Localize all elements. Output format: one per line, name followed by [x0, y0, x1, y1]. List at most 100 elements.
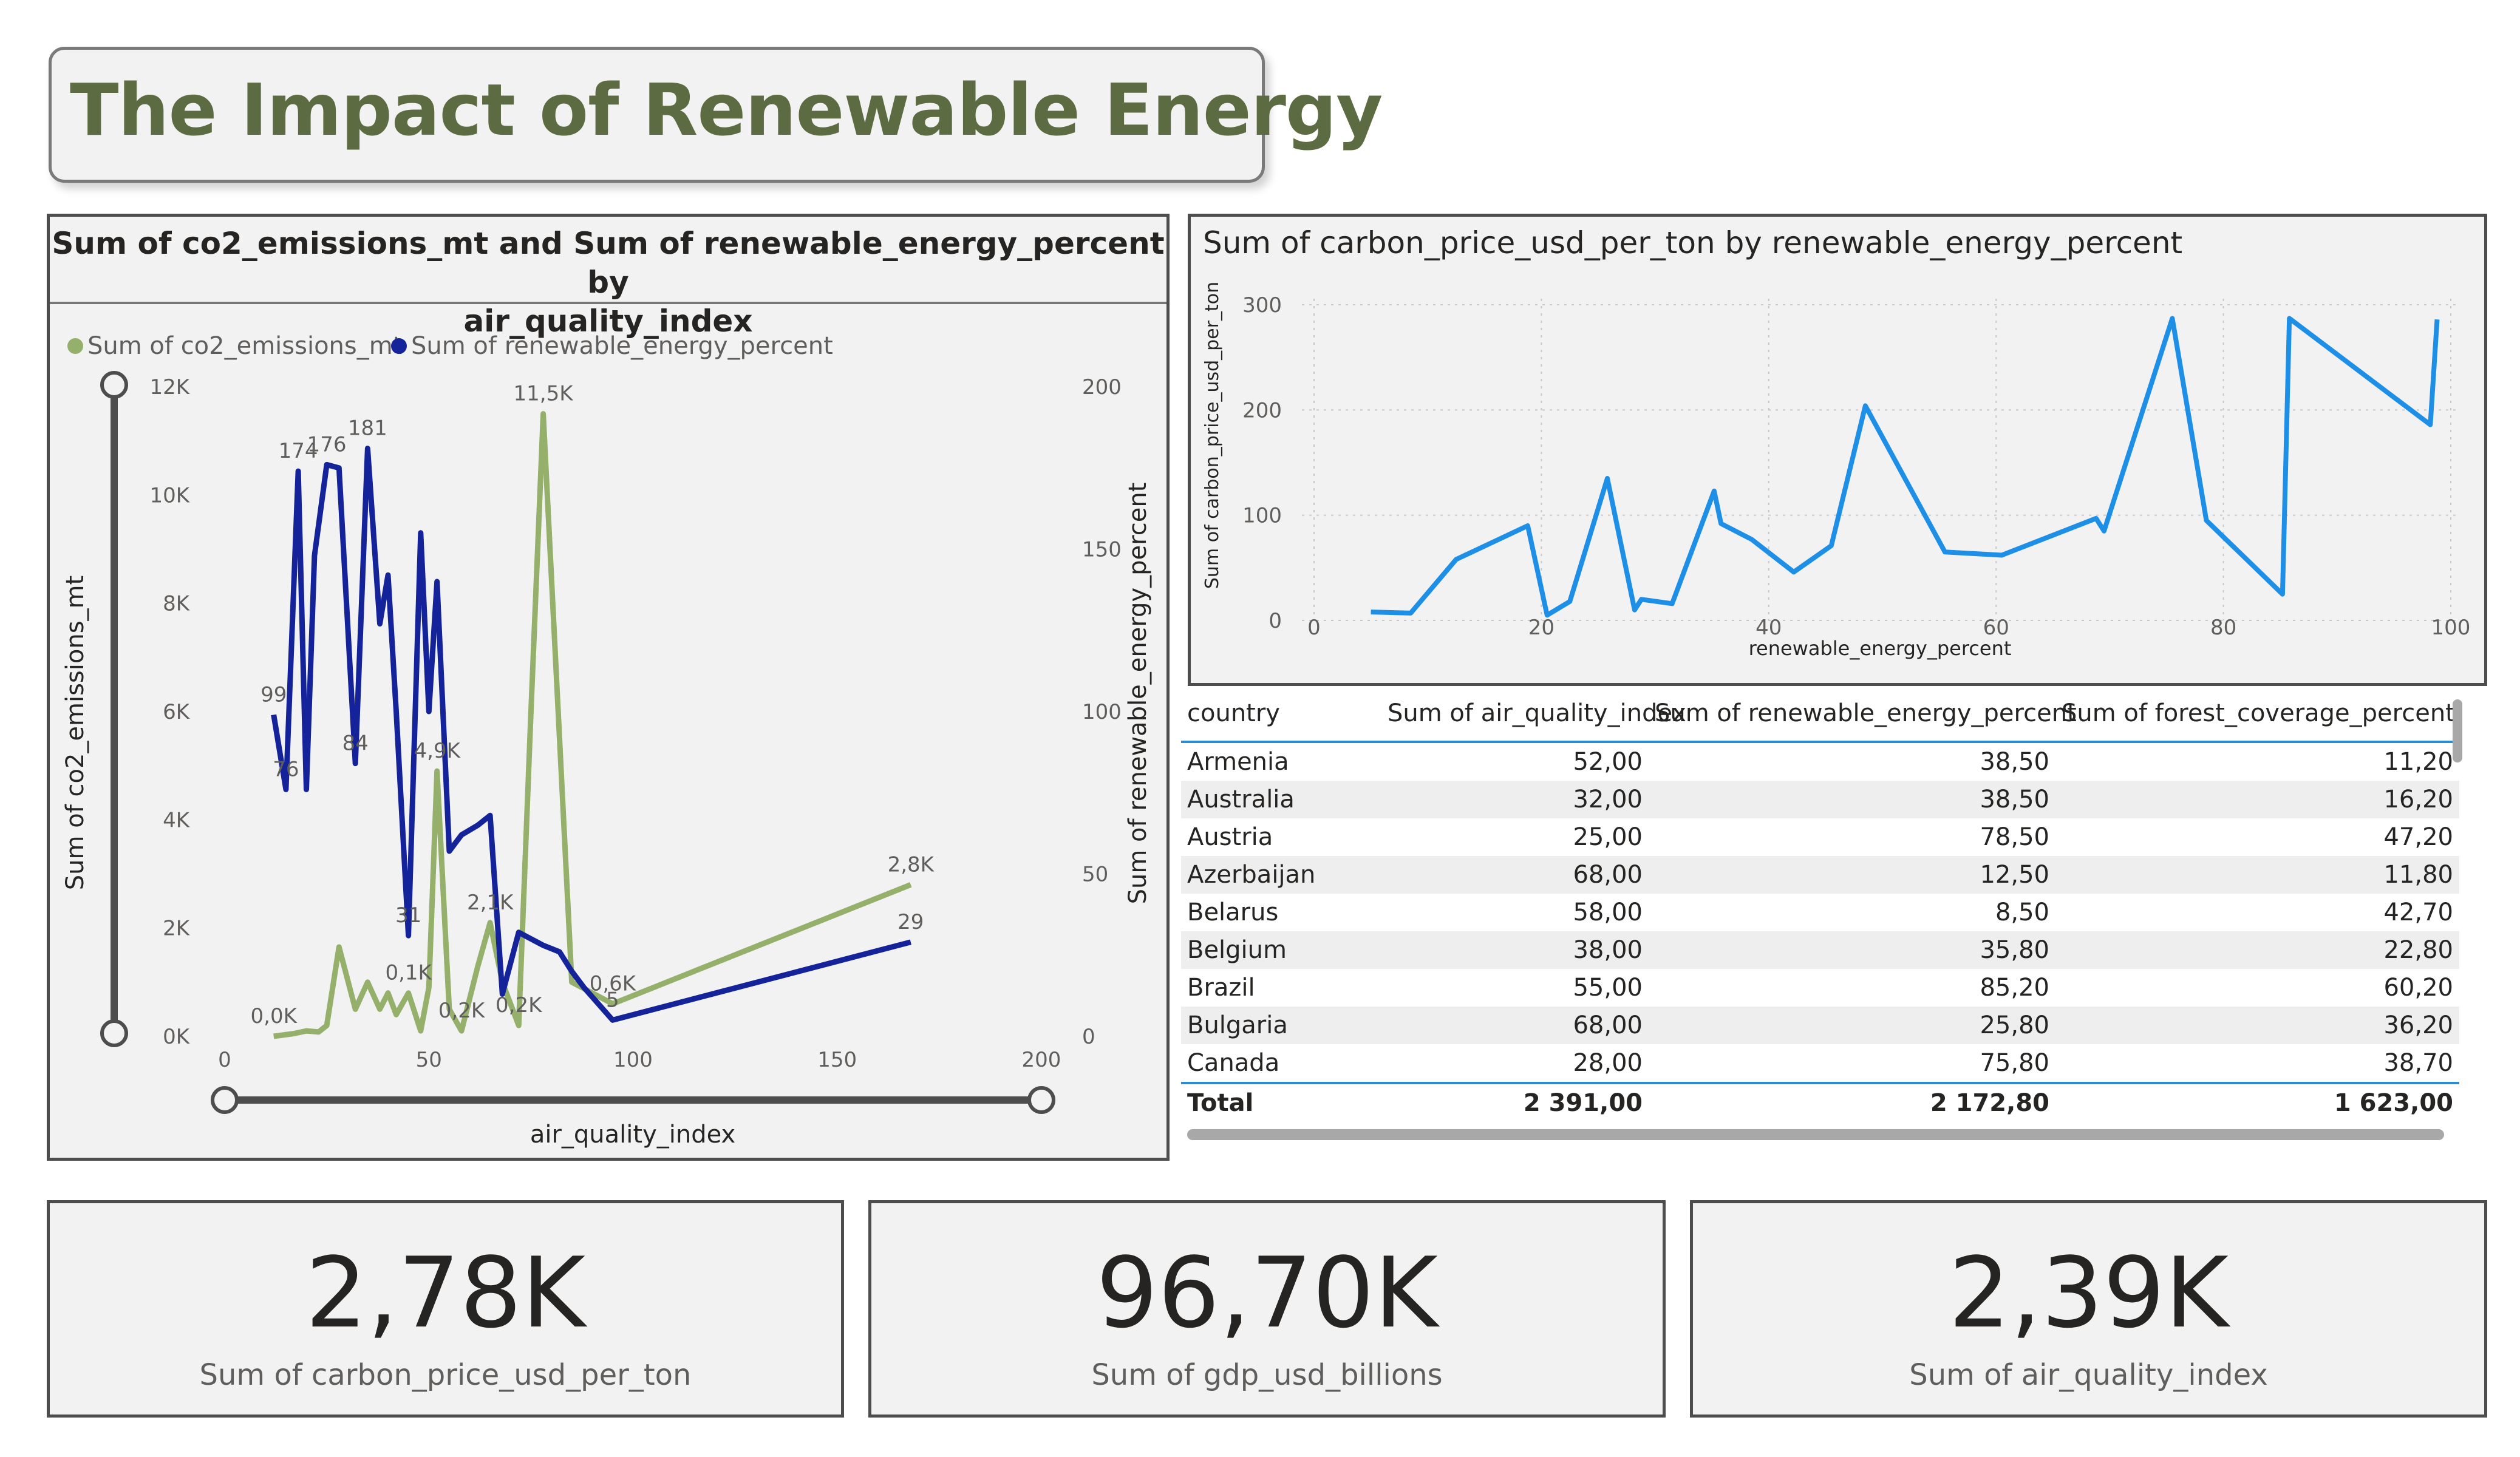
- cell-forest: 38,70: [2383, 1049, 2453, 1077]
- cell-forest: 47,20: [2383, 823, 2453, 851]
- combo-x-label: air_quality_index: [530, 1121, 735, 1149]
- combo-x-axis: 0 50 100 150 200: [218, 1048, 1061, 1072]
- cell-air-quality: 58,00: [1573, 898, 1643, 926]
- y-zoom-slider-bottom-handle[interactable]: [100, 1019, 128, 1047]
- combo-y-right-tick: 50: [1082, 863, 1108, 887]
- cell-renewable: 38,50: [1649, 781, 2055, 818]
- line-chart-svg: 0 100 200 300 0 20 40 60 80 100 Sum of carbon_pr…: [1202, 282, 2471, 660]
- cell-forest: 42,70: [2383, 898, 2453, 926]
- carbon-price-line-chart-card[interactable]: Sum of carbon_price_usd_per_ton by renew…: [1188, 214, 2487, 686]
- combo-data-label: 0,6K: [590, 972, 637, 996]
- column-header-country[interactable]: country: [1187, 699, 1280, 727]
- combo-data-label: 0,2K: [438, 999, 486, 1023]
- table-row[interactable]: Belgium 38,00 35,80 22,80: [1181, 931, 2459, 969]
- combo-x-tick: 200: [1022, 1048, 1061, 1072]
- table-row[interactable]: Austria 25,00 78,50 47,20: [1181, 818, 2459, 856]
- cell-renewable: 75,80: [1980, 1049, 2049, 1077]
- line-series-carbon-price[interactable]: [1371, 316, 2440, 618]
- line-chart-x-label: renewable_energy_percent: [1749, 637, 2012, 660]
- combo-data-label: 84: [342, 732, 369, 756]
- cell-renewable: 35,80: [1649, 931, 2055, 969]
- kpi-card-carbon-price[interactable]: 2,78K Sum of carbon_price_usd_per_ton: [47, 1200, 844, 1418]
- combo-chart-title: Sum of co2_emissions_mt and Sum of renew…: [50, 224, 1166, 341]
- line-y-tick: 200: [1242, 398, 1282, 423]
- combo-chart-card[interactable]: Sum of co2_emissions_mt and Sum of renew…: [47, 214, 1170, 1161]
- kpi-card-air-quality[interactable]: 2,39K Sum of air_quality_index: [1690, 1200, 2487, 1418]
- line-x-tick: 0: [1307, 616, 1321, 640]
- line-chart-series-layer: [1371, 316, 2440, 618]
- combo-y-left-label: Sum of co2_emissions_mt: [61, 576, 89, 890]
- cell-renewable: 25,80: [1649, 1007, 2055, 1044]
- table-horizontal-scrollbar[interactable]: [1187, 1129, 2444, 1140]
- cell-forest: 60,20: [2383, 974, 2453, 1002]
- combo-chart-svg: Sum of co2_emissions_mt Sum of renewable…: [61, 332, 1152, 1149]
- line-chart-title: Sum of carbon_price_usd_per_ton by renew…: [1203, 225, 2183, 260]
- cell-renewable: 78,50: [1980, 823, 2049, 851]
- kpi-value-air-quality: 2,39K: [1948, 1236, 2229, 1350]
- cell-air-quality: 28,00: [1573, 1049, 1643, 1077]
- page-title: The Impact of Renewable Energy: [70, 68, 1383, 152]
- combo-series-co2-line[interactable]: [273, 411, 912, 1039]
- table-total-row: Total 2 391,00 2 172,80 1 623,00: [1181, 1082, 2459, 1122]
- combo-y-left-tick: 2K: [163, 917, 191, 941]
- cell-air-quality: 32,00: [1381, 781, 1649, 818]
- combo-series-renewable-line[interactable]: [271, 446, 911, 1023]
- cell-country: Azerbaijan: [1181, 856, 1381, 894]
- x-zoom-slider-left-handle[interactable]: [211, 1086, 239, 1114]
- table-row[interactable]: Azerbaijan 68,00 12,50 11,80: [1181, 856, 2459, 894]
- combo-data-label: 2,8K: [888, 852, 935, 877]
- cell-forest: 16,20: [2055, 781, 2459, 818]
- combo-data-labels: 0,0K 0,1K 4,9K 0,2K 2,1K 0,2K 11,5K 0,6K 2,8K 99 7…: [251, 382, 935, 1028]
- line-x-tick: 80: [2210, 616, 2236, 640]
- kpi-value-carbon-price: 2,78K: [305, 1236, 586, 1350]
- line-x-tick: 60: [1983, 616, 2009, 640]
- x-zoom-slider-right-handle[interactable]: [1027, 1086, 1055, 1114]
- combo-chart-title-line2: air_quality_index: [463, 304, 753, 339]
- table-row[interactable]: Canada 28,00 75,80 38,70: [1181, 1044, 2459, 1083]
- table-row[interactable]: Brazil 55,00 85,20 60,20: [1181, 969, 2459, 1007]
- combo-x-tick: 100: [613, 1048, 653, 1072]
- combo-data-label: 11,5K: [514, 382, 574, 406]
- cell-renewable: 12,50: [1649, 856, 2055, 894]
- column-header-renewable[interactable]: Sum of renewable_energy_percent: [1655, 699, 2077, 727]
- line-chart-y-label: Sum of carbon_price_usd_per_ton: [1202, 282, 1223, 589]
- cell-country: Canada: [1187, 1049, 1280, 1077]
- table-row[interactable]: Bulgaria 68,00 25,80 36,20: [1181, 1007, 2459, 1044]
- combo-data-label: 31: [395, 903, 421, 928]
- combo-y-left-tick: 10K: [149, 483, 190, 508]
- cell-forest: 11,80: [2055, 856, 2459, 894]
- table-vertical-scrollbar[interactable]: [2453, 699, 2462, 762]
- combo-data-label: 0,1K: [385, 961, 432, 985]
- table-header-row: country Sum of air_quality_index Sum of …: [1181, 686, 2459, 742]
- line-x-tick: 100: [2431, 616, 2471, 640]
- combo-data-label: 76: [273, 757, 299, 781]
- cell-country: Brazil: [1187, 974, 1255, 1002]
- kpi-label-air-quality: Sum of air_quality_index: [1909, 1358, 2268, 1392]
- table-row[interactable]: Australia 32,00 38,50 16,20: [1181, 781, 2459, 818]
- table-row[interactable]: Armenia 52,00 38,50 11,20: [1181, 742, 2459, 781]
- table-row[interactable]: Belarus 58,00 8,50 42,70: [1181, 894, 2459, 931]
- kpi-value-gdp: 96,70K: [1096, 1236, 1438, 1350]
- line-chart-y-axis: 0 100 200 300: [1242, 293, 1282, 633]
- combo-y-right-label: Sum of renewable_energy_percent: [1124, 483, 1152, 905]
- combo-data-label: 4,9K: [414, 739, 461, 763]
- column-header-forest[interactable]: Sum of forest_coverage_percent: [2062, 699, 2455, 727]
- line-x-tick: 40: [1755, 616, 1782, 640]
- cell-air-quality: 52,00: [1573, 748, 1643, 776]
- cell-forest: 11,20: [2383, 748, 2453, 776]
- kpi-label-gdp: Sum of gdp_usd_billions: [1091, 1358, 1443, 1392]
- combo-data-label: 29: [897, 910, 924, 934]
- kpi-card-gdp[interactable]: 96,70K Sum of gdp_usd_billions: [868, 1200, 1666, 1418]
- y-zoom-slider-top-handle[interactable]: [100, 371, 128, 399]
- line-y-tick: 0: [1269, 609, 1282, 633]
- total-label: Total: [1181, 1082, 1381, 1122]
- combo-y-right-tick: 200: [1082, 375, 1122, 399]
- combo-legend[interactable]: Sum of co2_emissions_mt Sum of renewable…: [67, 332, 833, 360]
- cell-renewable: 38,50: [1980, 748, 2049, 776]
- total-renewable: 2 172,80: [1649, 1082, 2055, 1122]
- column-header-air-quality[interactable]: Sum of air_quality_index: [1388, 699, 1687, 727]
- combo-data-label: 181: [348, 416, 387, 441]
- combo-data-label: 0,2K: [495, 993, 543, 1017]
- combo-y-right-tick: 100: [1082, 700, 1122, 724]
- country-table[interactable]: country Sum of air_quality_index Sum of …: [1181, 686, 2487, 1147]
